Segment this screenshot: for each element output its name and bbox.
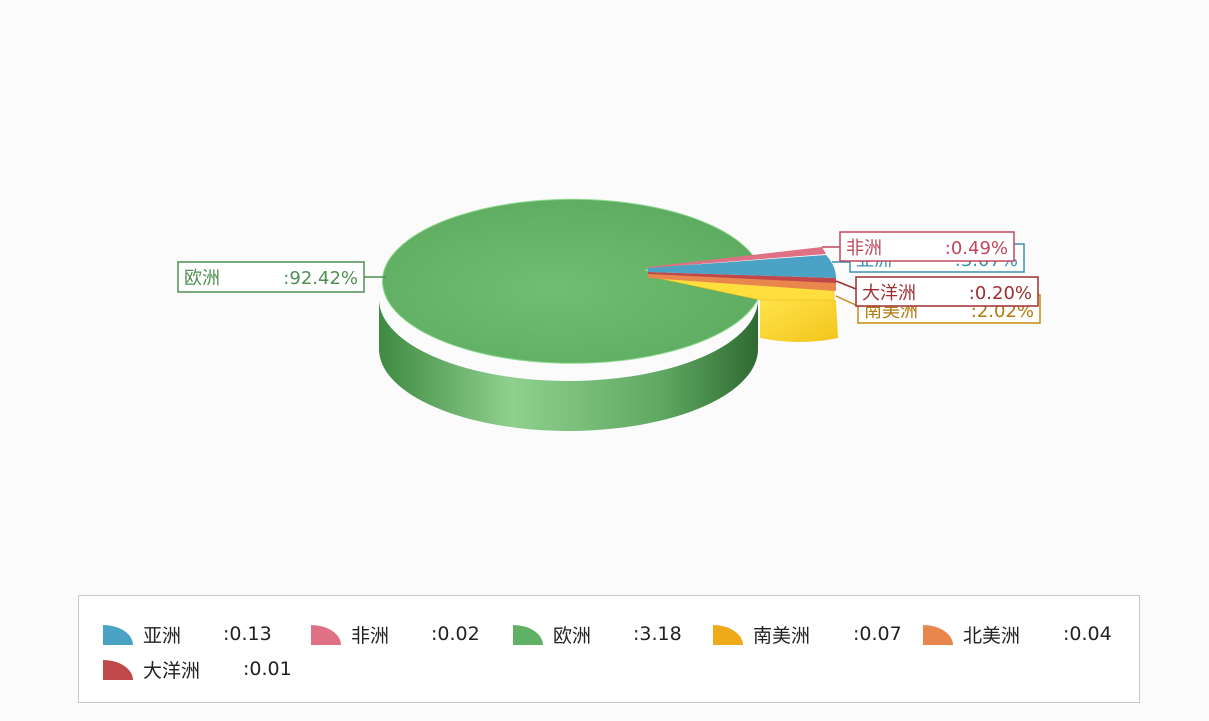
legend-value-oceania: :0.01	[243, 658, 292, 680]
leader-line-south-america	[835, 295, 859, 307]
data-label-europe: 欧洲 :92.42%	[177, 261, 365, 293]
data-label-africa: 非洲 :0.49%	[839, 231, 1015, 262]
pie-slice-africa	[648, 247, 826, 268]
legend-value-north-america: :0.04	[1063, 623, 1112, 645]
data-label-africa-value: :0.49%	[945, 238, 1008, 259]
legend-label-africa: 非洲	[351, 624, 390, 647]
legend-value-europe: :3.18	[633, 623, 682, 645]
legend-value-africa: :0.02	[431, 623, 480, 645]
pie-slice-europe-side	[379, 298, 759, 431]
legend-label-south-america: 南美洲	[753, 624, 811, 647]
legend-label-north-america: 北美洲	[963, 624, 1021, 647]
data-label-oceania-name: 大洋洲	[862, 283, 916, 304]
legend-item-north-america: 北美洲 :0.04	[921, 619, 1112, 649]
legend-value-south-america: :0.07	[853, 623, 902, 645]
legend-swatch-africa	[311, 625, 341, 645]
pie-slice-south-america-side	[760, 300, 838, 342]
legend-label-oceania: 大洋洲	[143, 659, 201, 682]
legend-swatch-south-america	[713, 625, 743, 645]
data-label-oceania: 大洋洲 :0.20%	[855, 276, 1039, 307]
pie-slice-north-america	[648, 274, 836, 291]
legend-item-asia: 亚洲 :0.13	[101, 619, 272, 649]
legend-item-south-america: 南美洲 :0.07	[711, 619, 902, 649]
legend-value-asia: :0.13	[223, 623, 272, 645]
data-label-europe-name: 欧洲	[184, 268, 220, 289]
pie-slice-europe	[382, 198, 760, 364]
legend-item-africa: 非洲 :0.02	[309, 619, 480, 649]
legend-item-oceania: 大洋洲 :0.01	[101, 654, 292, 684]
chart-legend: 亚洲 :0.13 非洲 :0.02 欧洲 :3.18 南美洲 :0.07 北美洲…	[78, 595, 1140, 703]
legend-swatch-europe	[513, 625, 543, 645]
legend-label-asia: 亚洲	[143, 624, 182, 647]
legend-swatch-asia	[103, 625, 133, 645]
data-label-europe-value: :92.42%	[283, 268, 358, 289]
pie-chart: 南美洲 :2.02% 亚洲 :3.07% 非洲 :0.49% 大洋洲 :0.20…	[177, 198, 1041, 431]
legend-item-europe: 欧洲 :3.18	[511, 619, 682, 649]
legend-label-europe: 欧洲	[553, 624, 592, 647]
legend-swatch-oceania	[103, 660, 133, 680]
legend-swatch-north-america	[923, 625, 953, 645]
pie-slice-asia	[648, 255, 836, 278]
data-label-oceania-value: :0.20%	[969, 283, 1032, 304]
leader-line-oceania	[835, 280, 857, 290]
data-label-africa-name: 非洲	[846, 238, 882, 259]
pie-slice-oceania	[648, 272, 836, 283]
